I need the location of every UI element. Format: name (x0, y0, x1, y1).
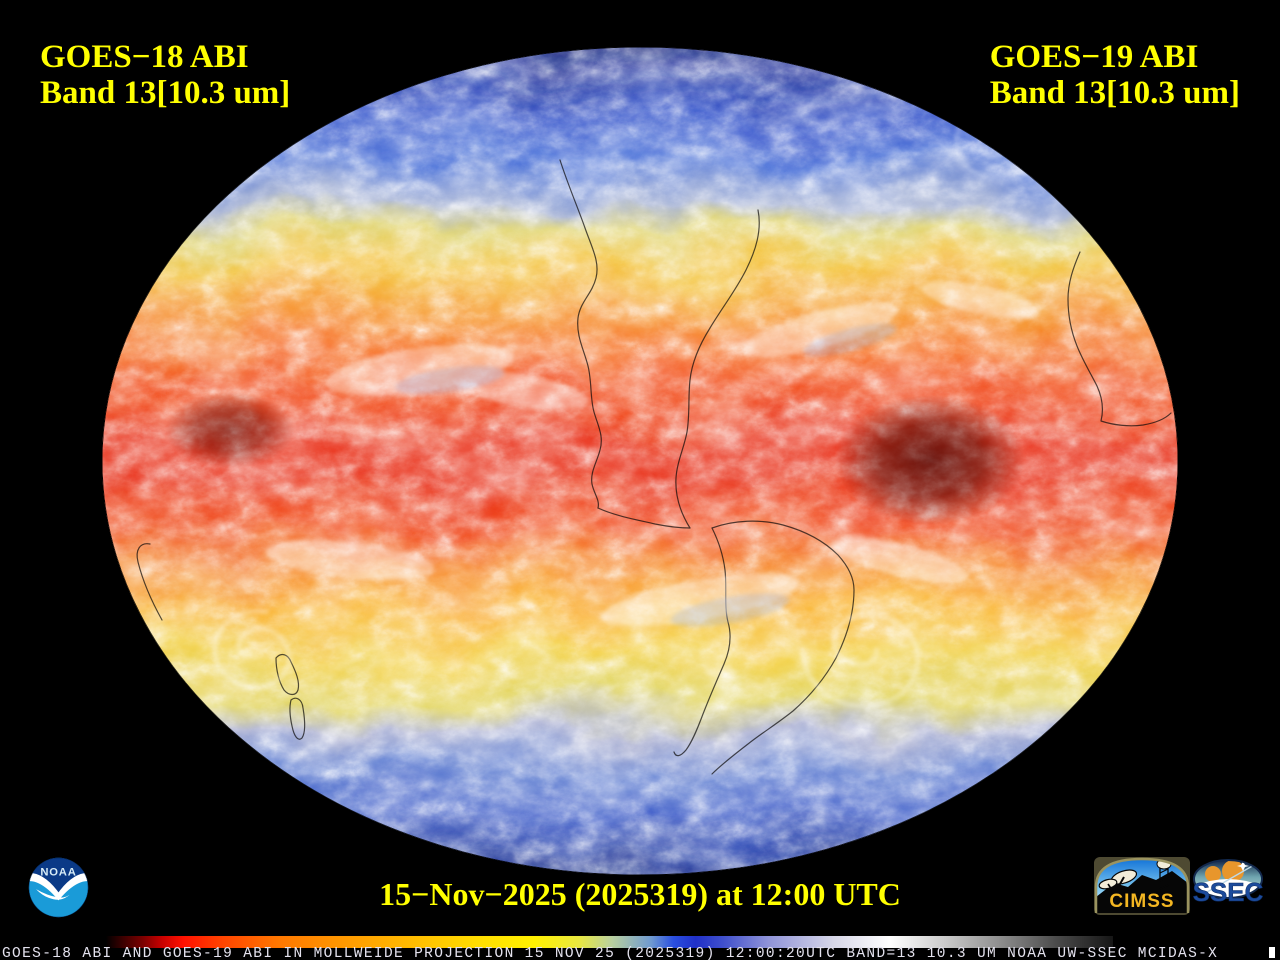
svg-text:NOAA: NOAA (40, 866, 76, 878)
svg-text:CIMSS: CIMSS (1109, 891, 1174, 912)
svg-text:SSEC: SSEC (1193, 877, 1263, 907)
